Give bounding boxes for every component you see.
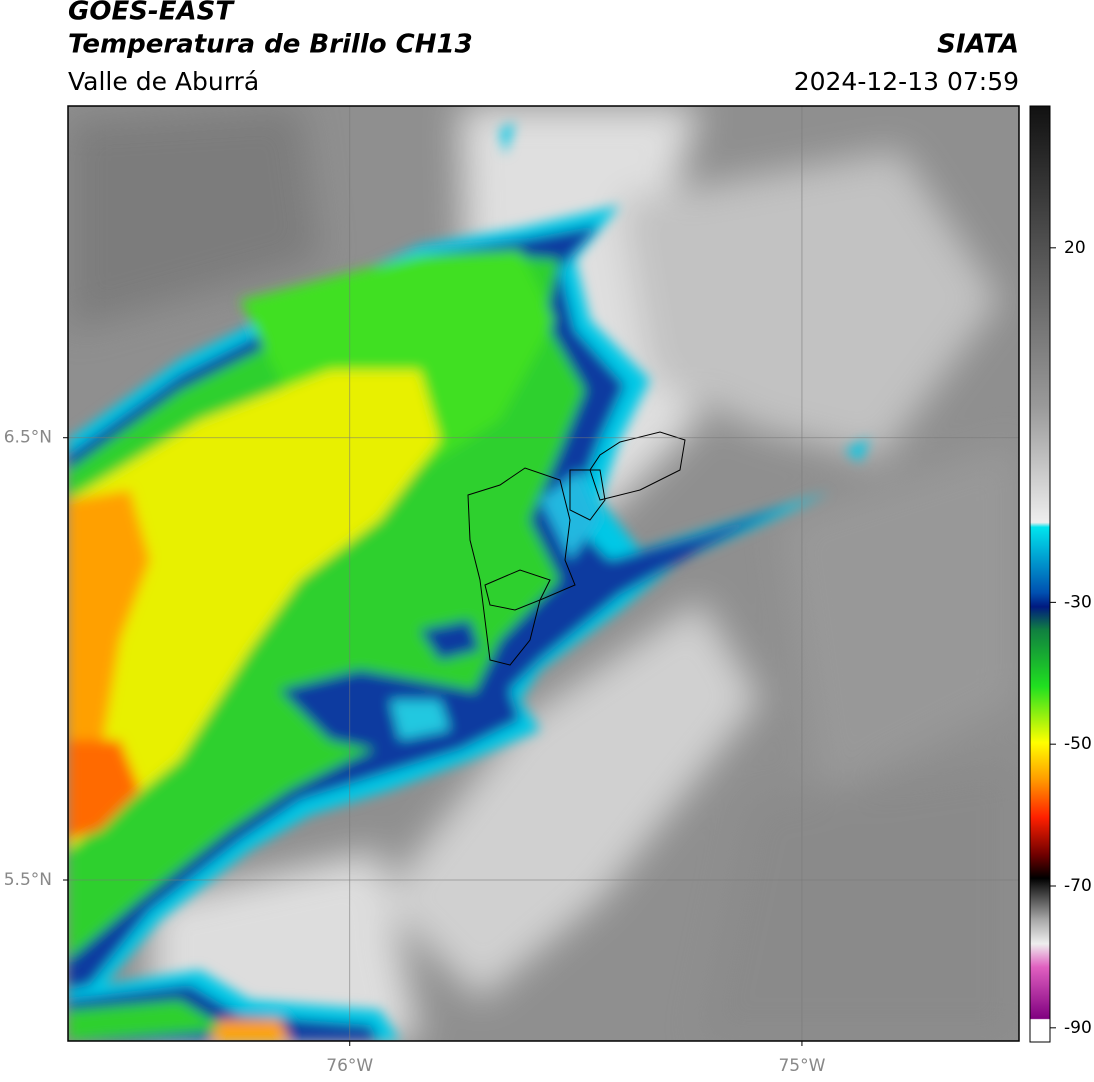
region: Valle de Aburrá xyxy=(68,67,259,96)
subtitle: Temperatura de Brillo CH13 xyxy=(68,30,473,60)
colorbar-tick-label: -50 xyxy=(1064,734,1092,754)
map-frame xyxy=(67,105,1020,1042)
lon-label: 75°W xyxy=(778,1056,825,1076)
map-image xyxy=(68,106,1019,1041)
colorbar-tick-label: -30 xyxy=(1064,592,1092,612)
lat-label: 5.5°N xyxy=(4,870,52,890)
graticule: 6.5°N 5.5°N 76°W 75°W xyxy=(4,106,1019,1076)
colorbar-tick-label: 20 xyxy=(1064,238,1086,258)
colorbar-scale xyxy=(1029,105,1051,1043)
datetime: 2024-12-13 07:59 xyxy=(794,67,1019,96)
colorbar: 20 -30 -50 -70 -90 xyxy=(1029,105,1092,1043)
lat-label: 6.5°N xyxy=(4,428,52,448)
colorbar-tick-label: -90 xyxy=(1064,1018,1092,1038)
lon-label: 76°W xyxy=(326,1056,373,1076)
title: GOES-EAST xyxy=(68,0,235,27)
colorbar-tick-label: -70 xyxy=(1064,876,1092,896)
source: SIATA xyxy=(937,30,1019,60)
